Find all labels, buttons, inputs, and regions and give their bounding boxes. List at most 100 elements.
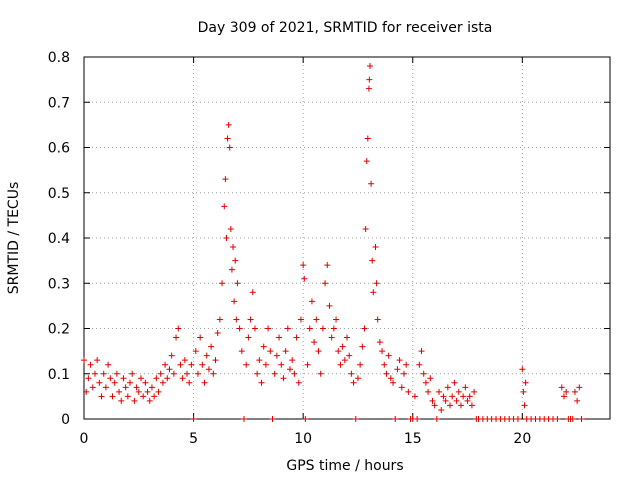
data-point — [245, 334, 252, 341]
data-point — [231, 298, 238, 305]
data-point — [464, 397, 471, 404]
y-tick-label: 0.4 — [48, 231, 70, 247]
data-point — [293, 334, 300, 341]
data-point — [301, 275, 308, 282]
data-point — [124, 393, 131, 400]
data-point — [346, 352, 353, 359]
data-point — [350, 379, 357, 386]
data-point — [455, 388, 462, 395]
data-point — [403, 361, 410, 368]
y-tick-label: 0.3 — [48, 276, 70, 292]
y-tick-label: 0.8 — [48, 50, 70, 66]
data-point — [105, 361, 112, 368]
data-point — [280, 375, 287, 382]
data-point — [344, 334, 350, 341]
data-point — [188, 361, 195, 368]
data-point — [442, 397, 449, 404]
data-point — [205, 366, 212, 373]
data-point — [107, 375, 114, 382]
data-point — [232, 257, 239, 264]
data-point — [422, 379, 429, 386]
data-point — [560, 393, 567, 400]
data-point — [267, 348, 274, 355]
data-point — [233, 316, 240, 323]
data-point — [214, 330, 221, 337]
data-point — [155, 388, 162, 395]
data-point — [135, 388, 142, 395]
data-point — [366, 76, 373, 83]
data-point — [164, 375, 171, 382]
data-point — [192, 348, 199, 355]
data-point — [247, 316, 254, 323]
data-point — [94, 357, 101, 364]
data-point — [322, 280, 329, 287]
data-point — [433, 416, 440, 422]
data-point — [184, 370, 191, 377]
data-point — [522, 379, 529, 386]
data-point — [453, 397, 460, 404]
data-point — [181, 357, 188, 364]
data-point — [98, 393, 105, 400]
data-point — [339, 343, 346, 350]
data-point — [514, 416, 521, 422]
data-point — [302, 416, 309, 422]
data-point — [262, 361, 269, 368]
data-point — [319, 325, 326, 332]
data-point — [83, 388, 90, 395]
data-point — [385, 352, 392, 359]
data-markers — [81, 63, 585, 422]
data-point — [308, 298, 315, 305]
data-point — [144, 388, 151, 395]
data-point — [230, 244, 237, 251]
data-point — [431, 402, 438, 409]
data-point — [153, 375, 160, 382]
data-point — [460, 393, 467, 400]
data-point — [166, 366, 173, 373]
data-point — [317, 370, 324, 377]
data-point — [120, 375, 127, 382]
data-point — [449, 393, 456, 400]
data-point — [394, 366, 401, 373]
data-point — [194, 370, 201, 377]
data-point — [208, 343, 215, 350]
data-point — [260, 343, 267, 350]
data-point — [563, 388, 570, 395]
axis-ticks: 0 0.1 0.2 0.3 0.4 0.5 0.6 0.7 0.8 0 5 10 15 20 — [48, 50, 610, 447]
data-point — [354, 375, 361, 382]
data-point — [210, 370, 217, 377]
data-point — [468, 402, 475, 409]
data-point — [429, 397, 436, 404]
data-point — [111, 379, 118, 386]
data-point — [265, 325, 272, 332]
data-point — [276, 334, 283, 341]
data-point — [175, 325, 182, 332]
data-point — [168, 352, 175, 359]
data-point — [326, 302, 333, 309]
data-point — [137, 375, 144, 382]
data-point — [361, 325, 368, 332]
data-point — [87, 361, 94, 368]
data-point — [352, 416, 359, 422]
data-point — [223, 235, 230, 241]
x-tick-label: 10 — [294, 431, 312, 447]
data-point — [177, 361, 184, 368]
data-point — [102, 384, 109, 391]
data-point — [236, 325, 243, 332]
data-point — [228, 266, 235, 273]
data-point — [238, 348, 245, 355]
y-axis-label: SRMTID / TECUs — [6, 182, 22, 295]
data-point — [571, 388, 578, 395]
data-point — [287, 366, 294, 373]
data-point — [258, 379, 265, 386]
data-point — [333, 316, 340, 323]
data-point — [357, 361, 364, 368]
data-point — [295, 379, 302, 386]
data-point — [284, 325, 291, 332]
data-point — [133, 384, 140, 391]
data-point — [369, 257, 376, 264]
data-point — [381, 361, 388, 368]
data-point — [89, 384, 96, 391]
data-point — [221, 203, 228, 210]
data-point — [383, 370, 390, 377]
data-point — [100, 370, 107, 377]
